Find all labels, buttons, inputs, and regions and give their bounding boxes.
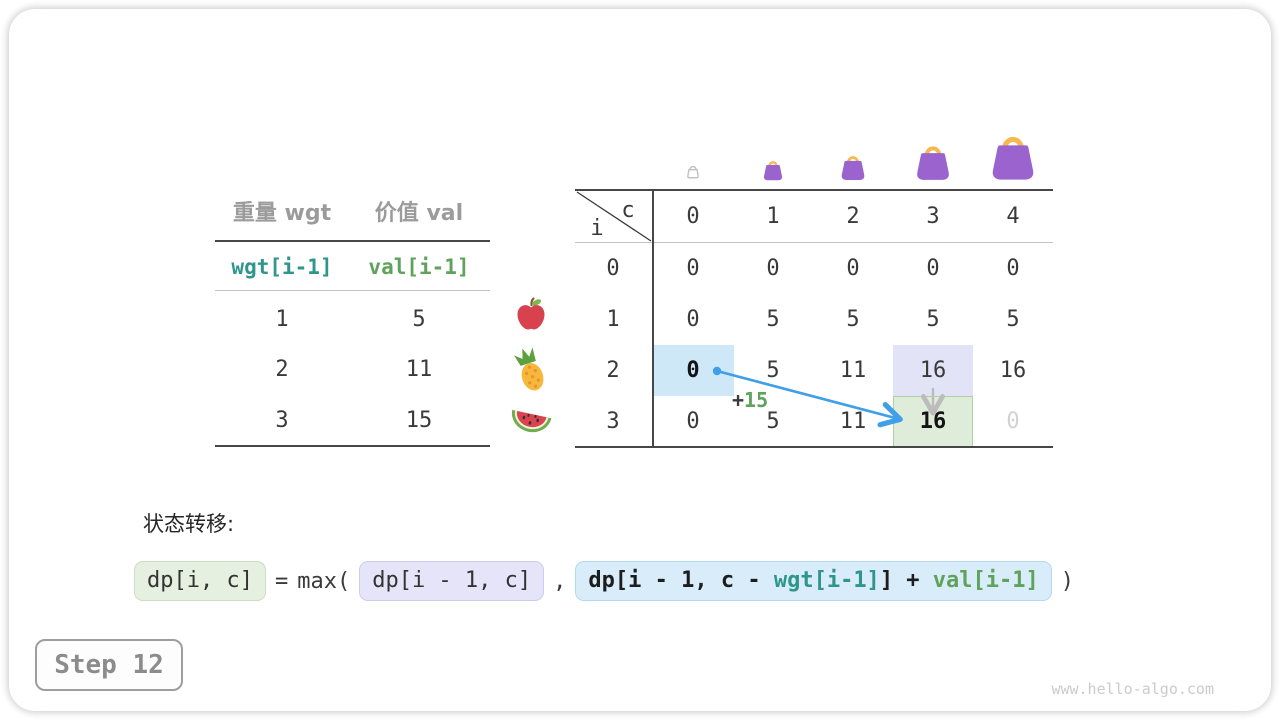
item-row-val: 11 [405, 357, 433, 382]
dp-cell-r1-c0: 0 [686, 307, 700, 332]
bag-large-icon [912, 141, 954, 181]
dp-col-header: 1 [766, 204, 780, 229]
dp-cell-r2-c2: 11 [839, 358, 867, 383]
close-paren: ) [1060, 568, 1075, 594]
bag-xlarge-icon [986, 130, 1040, 181]
arg2-prefix: dp[i - 1, c - [588, 568, 774, 594]
equals-sign: = [274, 568, 289, 594]
item-row-wgt: 2 [275, 357, 289, 382]
max-open: max( [297, 568, 351, 594]
state-transition-label: 状态转移: [143, 512, 235, 536]
dp-cell-r3-c1: 5 [766, 409, 780, 434]
items-col-weight-header: 重量 wgt [232, 201, 332, 226]
dp-cell-r0-c4: 0 [1006, 256, 1020, 281]
apple-icon [513, 296, 549, 332]
dp-cell-r0-c3: 0 [926, 256, 940, 281]
dp-cell-r3-c2: 11 [839, 409, 867, 434]
dp-col-header: 2 [846, 204, 860, 229]
items-col-value-header: 价值 val [374, 201, 464, 226]
dp-cell-r1-c2: 5 [846, 307, 860, 332]
pineapple-icon [511, 346, 551, 394]
added-value: 15 [744, 388, 769, 412]
watermark: www.hello-algo.com [1051, 680, 1214, 698]
item-row-val: 15 [405, 408, 433, 433]
dp-cell-r0-c0: 0 [686, 256, 700, 281]
formula-lhs-chip: dp[i, c] [134, 561, 266, 601]
dp-col-header: 3 [926, 204, 940, 229]
dp-cell-r2-c1: 5 [766, 358, 780, 383]
arg2-wgt-term: wgt[i-1] [773, 568, 880, 594]
state-transition-formula: dp[i, c] = max( dp[i - 1, c] , dp[i - 1,… [134, 559, 1074, 603]
dp-cell-r3-c4: 0 [1006, 409, 1020, 434]
dp-table-top-rule [575, 189, 1053, 191]
watermelon-icon [509, 402, 553, 440]
bag-outline-tiny-icon [684, 162, 702, 180]
items-table-bottom-rule [215, 445, 490, 447]
comma: , [553, 568, 567, 594]
dp-col-header: 4 [1006, 204, 1020, 229]
transition-add-value-label: +15 [732, 390, 768, 410]
step-badge: Step 12 [35, 639, 183, 691]
items-subheader-val: val[i-1] [368, 255, 470, 279]
formula-arg2-chip: dp[i - 1, c - wgt[i-1]] + val[i-1] [575, 561, 1052, 601]
dp-table-vertical-rule [652, 189, 654, 448]
bag-medium-icon [838, 152, 868, 181]
dp-cell-r1-c1: 5 [766, 307, 780, 332]
dp-cell-r0-c1: 0 [766, 256, 780, 281]
dp-table-header-rule [575, 242, 1053, 243]
dp-table-bottom-rule [575, 446, 1053, 448]
dp-cell-r3-c0: 0 [686, 409, 700, 434]
dp-row-header: 0 [606, 256, 620, 281]
dp-cell-r0-c2: 0 [846, 256, 860, 281]
dp-row-header: 1 [606, 307, 620, 332]
items-table-mid-rule [215, 290, 490, 291]
dp-cell-r2-c3: 16 [919, 358, 947, 383]
dp-highlight-compare-cell [893, 345, 973, 396]
item-row-val: 5 [412, 307, 426, 332]
items-table-top-rule [215, 240, 490, 242]
dp-row-header: 3 [606, 409, 620, 434]
dp-col-header: 0 [686, 204, 700, 229]
figure-card [9, 9, 1271, 711]
dp-row-header: 2 [606, 358, 620, 383]
dp-cell-r2-c4: 16 [999, 358, 1027, 383]
dp-cell-r1-c4: 5 [1006, 307, 1020, 332]
dp-cell-r1-c3: 5 [926, 307, 940, 332]
item-row-wgt: 3 [275, 408, 289, 433]
plus-sign: + [732, 388, 745, 412]
arg2-val-term: val[i-1] [932, 568, 1039, 594]
item-row-wgt: 1 [275, 307, 289, 332]
dp-cell-r2-c0: 0 [686, 358, 700, 383]
formula-arg1-chip: dp[i - 1, c] [359, 561, 545, 601]
items-subheader-wgt: wgt[i-1] [231, 255, 333, 279]
dp-cell-r3-c3: 16 [919, 409, 947, 434]
arg2-suffix: ] + [879, 568, 933, 594]
bag-small-icon [761, 158, 785, 181]
dp-col-axis-label: c [621, 198, 635, 223]
dp-row-axis-label: i [590, 216, 604, 241]
